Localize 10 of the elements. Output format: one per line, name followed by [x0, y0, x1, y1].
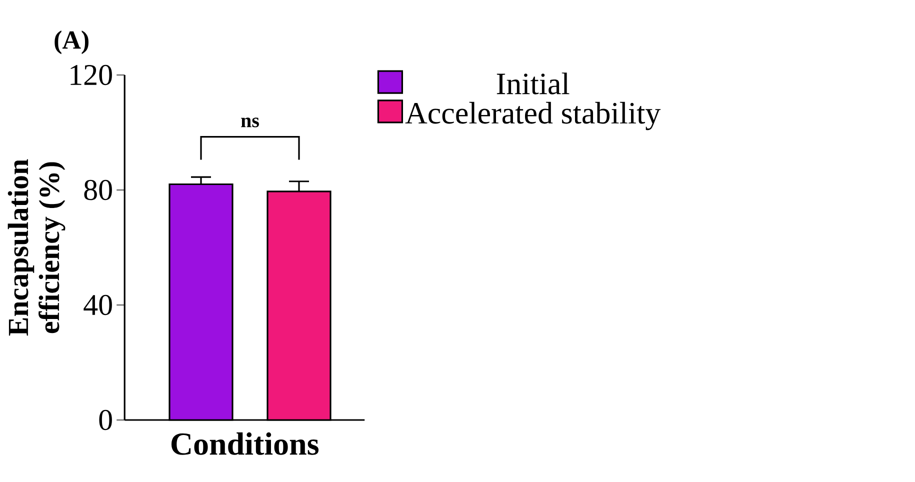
text: Initial: [496, 72, 570, 94]
y-tick-label: 120: [70, 64, 112, 86]
text: (A): [54, 30, 88, 54]
y-axis-title: Encapsulation efficiency (%): [8, 159, 66, 336]
x-axis-title: Conditions: [171, 432, 319, 455]
legend-label: Accelerated stability: [405, 102, 661, 130]
y-tick-label: 80: [84, 180, 112, 200]
annotation: ns: [241, 118, 259, 128]
y-tick-label: 40: [84, 294, 112, 316]
y-tick-label: 0: [99, 410, 112, 430]
